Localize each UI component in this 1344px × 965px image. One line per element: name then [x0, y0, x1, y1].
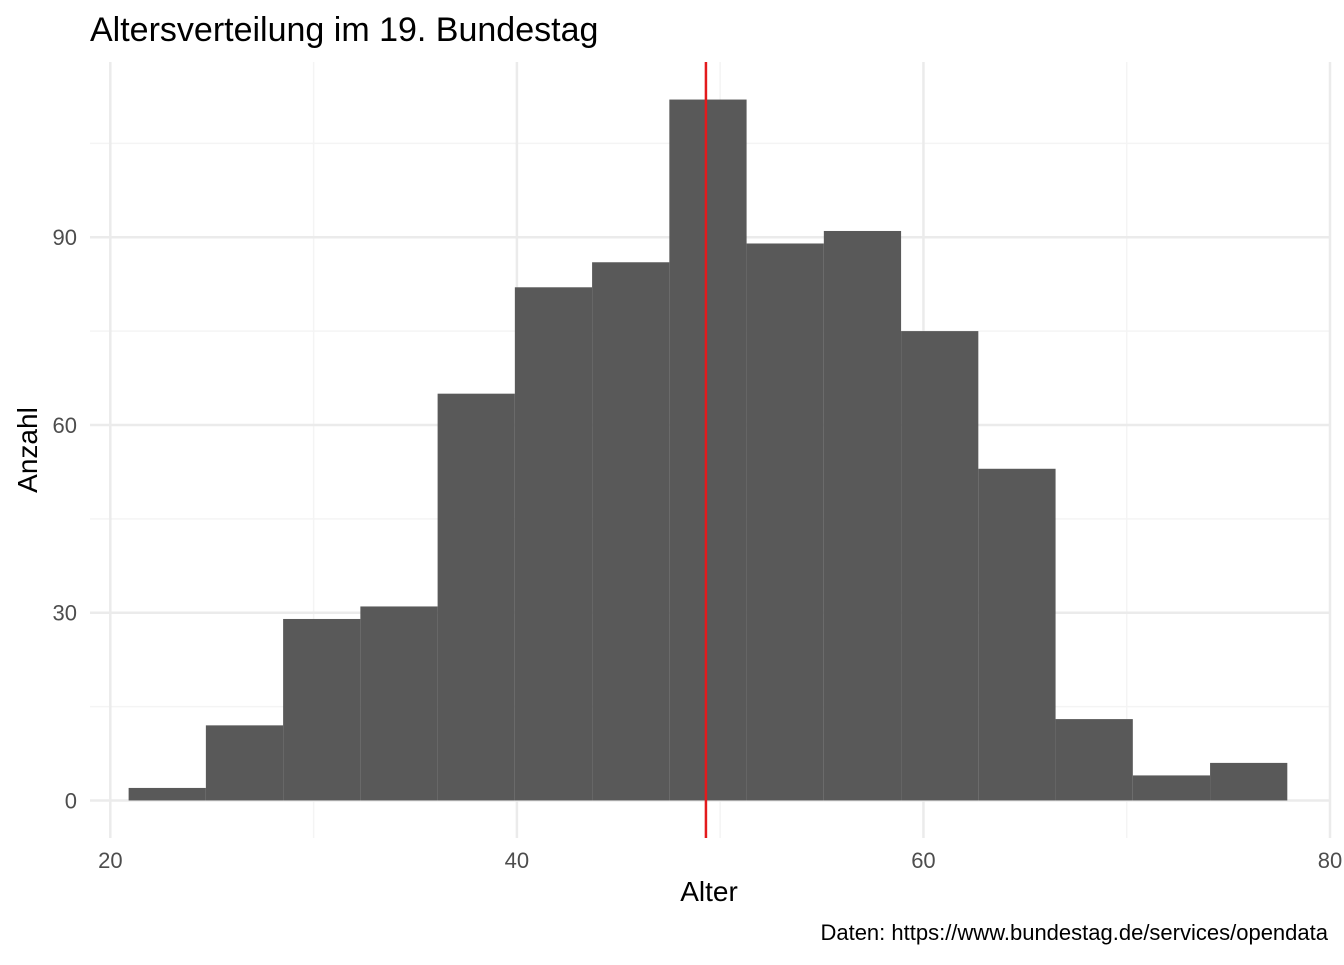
histogram-bar [283, 618, 361, 801]
histogram-bar [669, 99, 747, 801]
x-tick-label: 80 [1318, 848, 1342, 873]
histogram-bar [437, 393, 515, 801]
x-tick-label: 60 [911, 848, 935, 873]
chart-title: Altersverteilung im 19. Bundestag [90, 11, 598, 49]
histogram-bar [823, 230, 902, 801]
x-tick-label: 40 [505, 848, 529, 873]
chart-caption: Daten: https://www.bundestag.de/services… [820, 920, 1328, 945]
y-tick-label: 30 [53, 601, 77, 626]
y-tick-label: 0 [65, 788, 77, 813]
histogram-bar [205, 725, 284, 801]
histogram-bar [1210, 762, 1288, 801]
histogram-bar [746, 243, 824, 801]
histogram-bar [592, 262, 670, 801]
histogram-bars [128, 99, 1288, 801]
histogram-bar [1055, 719, 1133, 801]
histogram-bar [978, 468, 1056, 801]
histogram-bar [514, 287, 593, 801]
histogram-bar [1132, 775, 1211, 801]
histogram-bar [901, 331, 979, 801]
y-tick-label: 90 [53, 225, 77, 250]
histogram-bar [128, 787, 206, 801]
x-tick-label: 20 [98, 848, 122, 873]
y-axis-title: Anzahl [12, 407, 43, 493]
x-axis-title: Alter [680, 876, 738, 907]
y-tick-label: 60 [53, 413, 77, 438]
y-axis-ticks: 0 30 60 90 [53, 225, 77, 813]
x-axis-ticks: 20 40 60 80 [98, 848, 1342, 873]
histogram-bar [360, 606, 438, 801]
